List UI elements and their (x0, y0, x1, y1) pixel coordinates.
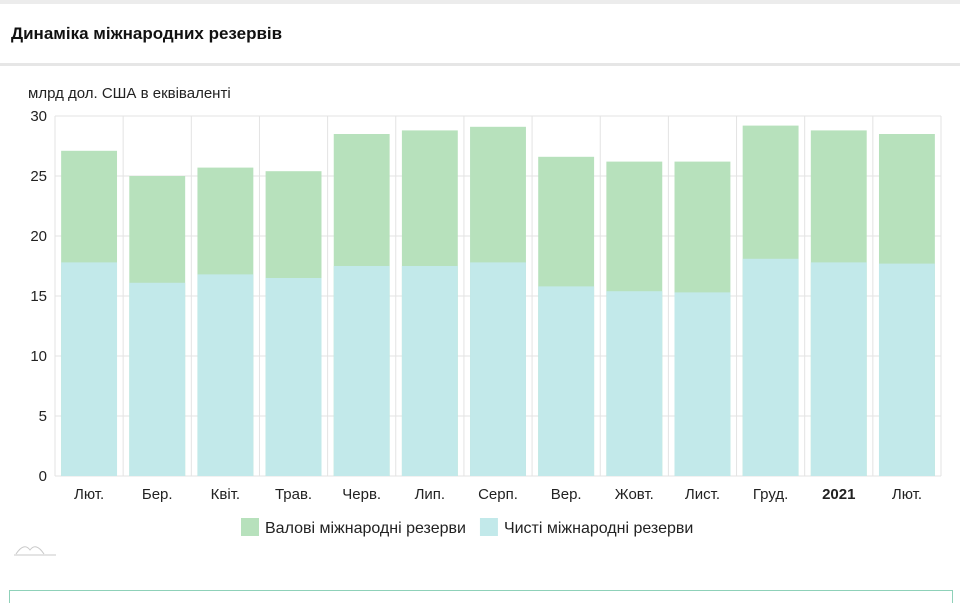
net-reserves-bar[interactable] (333, 266, 390, 476)
legend-label[interactable]: Валові міжнародні резерви (265, 520, 466, 537)
x-tick-label: Бер. (142, 486, 173, 503)
y-tick-label: 25 (30, 168, 47, 185)
x-tick-label: Лют. (892, 486, 922, 503)
x-tick-label: Лист. (685, 486, 720, 503)
net-reserves-bar[interactable] (197, 274, 254, 476)
reserves-bar-chart: млрд дол. США в еквіваленті 0 5 10 15 20 25 30… (14, 85, 942, 556)
y-tick-label: 20 (30, 228, 47, 245)
net-reserves-bar[interactable] (265, 278, 322, 476)
page-title: Динаміка міжнародних резервів (11, 24, 283, 43)
bars (61, 125, 935, 477)
top-strip (0, 0, 960, 4)
y-tick-label: 15 (30, 288, 47, 305)
y-unit-label: млрд дол. США в еквіваленті (28, 85, 231, 102)
chart-header: Динаміка міжнародних резервів (0, 4, 960, 66)
y-tick-label: 10 (30, 348, 47, 365)
x-tick-label: Трав. (275, 486, 312, 503)
x-tick-label: 2021 (822, 486, 855, 503)
net-reserves-bar[interactable] (129, 282, 186, 476)
x-tick-label: Черв. (342, 486, 381, 503)
legend-swatch[interactable] (479, 518, 498, 536)
net-reserves-bar[interactable] (470, 262, 526, 476)
x-tick-label: Жовт. (615, 486, 654, 503)
net-reserves-bar[interactable] (538, 286, 595, 476)
x-tick-label: Вер. (551, 486, 582, 503)
x-tick-label: Лют. (74, 486, 104, 503)
y-tick-label: 0 (39, 468, 47, 485)
y-tick-label: 5 (39, 408, 47, 425)
y-axis-ticks: 0 5 10 15 20 25 30 (30, 108, 47, 485)
net-reserves-bar[interactable] (674, 292, 731, 476)
legend-swatch[interactable] (241, 518, 259, 536)
chart-logo-icon (14, 546, 56, 556)
legend[interactable]: Валові міжнародні резерви Чисті міжнародн… (241, 518, 693, 537)
legend-label[interactable]: Чисті міжнародні резерви (504, 520, 693, 537)
x-tick-label: Серп. (478, 486, 518, 503)
x-tick-label: Квіт. (211, 486, 240, 503)
y-tick-label: 30 (30, 108, 47, 125)
x-axis-ticks: Лют. Бер. Квіт. Трав. Черв. Лип. Серп. Вер. Жовт… (74, 486, 922, 503)
net-reserves-bar[interactable] (810, 262, 867, 476)
net-reserves-bar[interactable] (61, 262, 118, 476)
net-reserves-bar[interactable] (606, 291, 663, 476)
net-reserves-bar[interactable] (742, 258, 799, 476)
x-tick-label: Груд. (753, 486, 788, 503)
net-reserves-bar[interactable] (878, 263, 935, 476)
x-tick-label: Лип. (415, 486, 446, 503)
net-reserves-bar[interactable] (401, 266, 458, 476)
